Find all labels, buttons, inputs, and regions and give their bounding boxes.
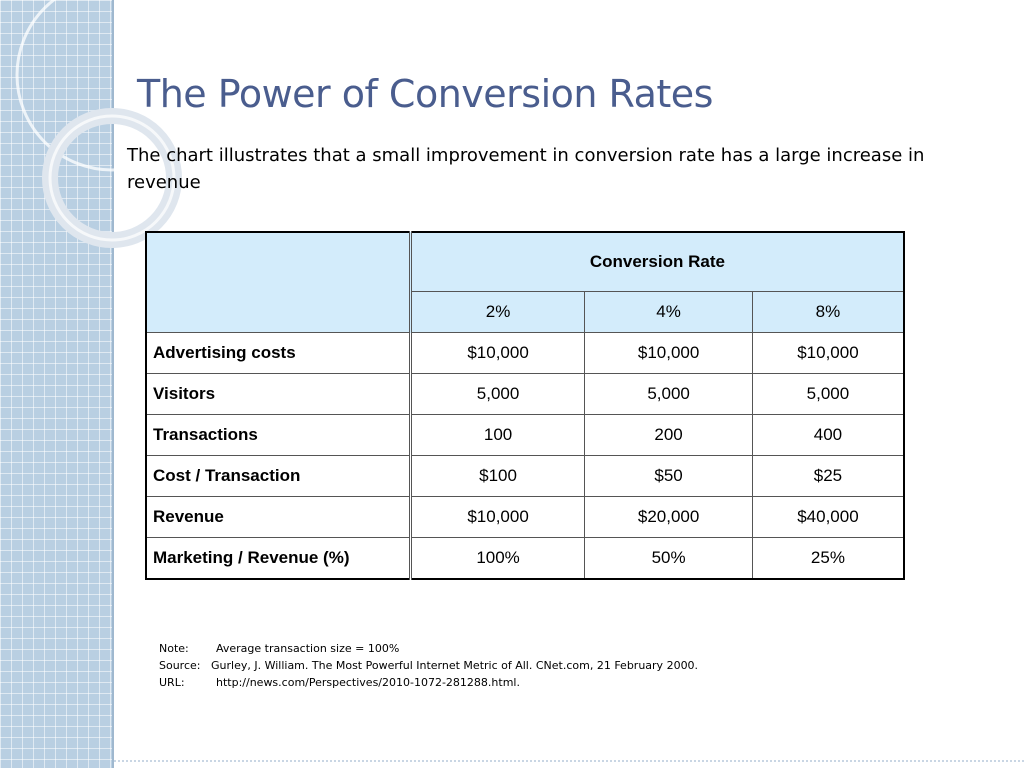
- rate-column-header: 8%: [751, 291, 905, 333]
- table-cell: $100: [409, 455, 586, 497]
- slide-subtitle: The chart illustrates that a small impro…: [127, 145, 925, 193]
- decorative-rings: [15, 0, 190, 248]
- row-label: Revenue: [145, 496, 412, 538]
- conversion-rate-header: Conversion Rate: [409, 231, 905, 292]
- table-cell: 100%: [409, 537, 586, 580]
- rate-column-header: 4%: [584, 291, 753, 333]
- table-cell: 5,000: [584, 373, 753, 415]
- table-cell: $50: [584, 455, 753, 497]
- url-line: URL: http://news.com/Perspectives/2010-10…: [159, 674, 698, 691]
- table-cell: $20,000: [584, 496, 753, 538]
- bottom-dotted-rule: [114, 760, 1024, 762]
- table-cell: 200: [584, 414, 753, 456]
- slide-title: The Power of Conversion Rates: [137, 72, 713, 116]
- footnotes: Note: Average transaction size = 100% Sou…: [159, 640, 698, 691]
- table-cell: $40,000: [751, 496, 905, 538]
- table-row: Visitors 5,000 5,000 5,000: [145, 373, 905, 415]
- row-label: Cost / Transaction: [145, 455, 412, 497]
- url-text: http://news.com/Perspectives/2010-1072-2…: [216, 676, 520, 689]
- table-cell: $10,000: [751, 332, 905, 374]
- row-label: Transactions: [145, 414, 412, 456]
- note-text: Average transaction size = 100%: [216, 642, 400, 655]
- table-row: Advertising costs $10,000 $10,000 $10,00…: [145, 332, 905, 374]
- table-cell: $25: [751, 455, 905, 497]
- header-corner-cell: [145, 231, 412, 333]
- row-label: Marketing / Revenue (%): [145, 537, 412, 580]
- table-cell: $10,000: [584, 332, 753, 374]
- decorative-side-band: [0, 0, 114, 768]
- table-cell: 50%: [584, 537, 753, 580]
- table-cell: 5,000: [751, 373, 905, 415]
- table-row: Cost / Transaction $100 $50 $25: [145, 455, 905, 497]
- note-line: Note: Average transaction size = 100%: [159, 640, 698, 657]
- table-cell: 5,000: [409, 373, 586, 415]
- conversion-rate-table: Conversion Rate 2% 4% 8% Advertising cos…: [145, 231, 905, 580]
- source-line: Source: Gurley, J. William. The Most Powe…: [159, 657, 698, 674]
- row-label: Advertising costs: [145, 332, 412, 374]
- table-row: Revenue $10,000 $20,000 $40,000: [145, 496, 905, 538]
- table-cell: 25%: [751, 537, 905, 580]
- note-key: Note:: [159, 642, 189, 655]
- url-key: URL:: [159, 676, 185, 689]
- table-row: Transactions 100 200 400: [145, 414, 905, 456]
- table-cell: $10,000: [409, 332, 586, 374]
- source-key: Source:: [159, 659, 201, 672]
- rate-column-header: 2%: [409, 291, 586, 333]
- table-row: Marketing / Revenue (%) 100% 50% 25%: [145, 537, 905, 580]
- table-cell: 100: [409, 414, 586, 456]
- table-cell: $10,000: [409, 496, 586, 538]
- source-text: Gurley, J. William. The Most Powerful In…: [211, 659, 699, 672]
- table-cell: 400: [751, 414, 905, 456]
- row-label: Visitors: [145, 373, 412, 415]
